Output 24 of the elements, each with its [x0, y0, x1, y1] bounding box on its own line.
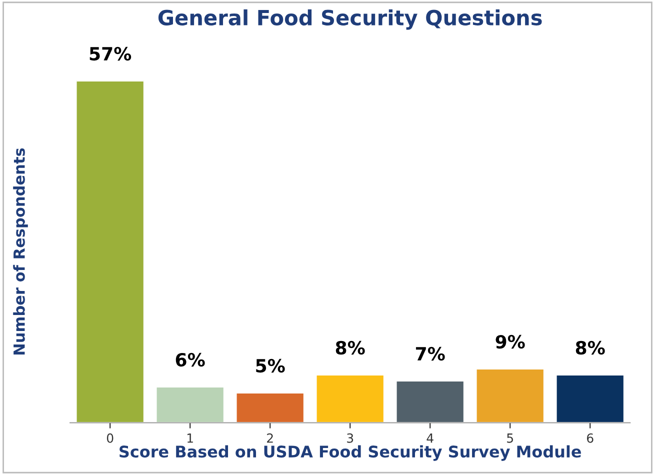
data-label: 9%	[496, 334, 525, 349]
x-tick-label: 2	[267, 433, 273, 443]
data-label: 57%	[90, 46, 132, 61]
data-label: 5%	[256, 358, 285, 373]
x-tick-label: 5	[507, 434, 513, 443]
x-tick-label: 1	[187, 434, 193, 443]
chart-title: General Food Security Questions	[158, 9, 542, 30]
x-tick-label: 6	[587, 433, 594, 443]
bar	[395, 380, 465, 423]
x-tick-label: 4	[426, 434, 434, 443]
bar	[315, 374, 385, 423]
bar	[155, 386, 225, 423]
data-label: 6%	[176, 352, 205, 367]
bar	[555, 374, 625, 423]
data-label: 7%	[416, 346, 445, 361]
y-axis-title: Number of Respondents	[13, 148, 28, 354]
x-tick-label: 3	[347, 433, 354, 443]
data-label: 8%	[336, 340, 365, 355]
x-axis-title: Score Based on USDA Food Security Survey Module	[120, 445, 581, 461]
bar	[235, 392, 305, 423]
bar	[75, 80, 145, 423]
x-tick-label: 0	[106, 433, 114, 443]
data-label: 8%	[576, 340, 605, 355]
bar	[475, 368, 545, 423]
